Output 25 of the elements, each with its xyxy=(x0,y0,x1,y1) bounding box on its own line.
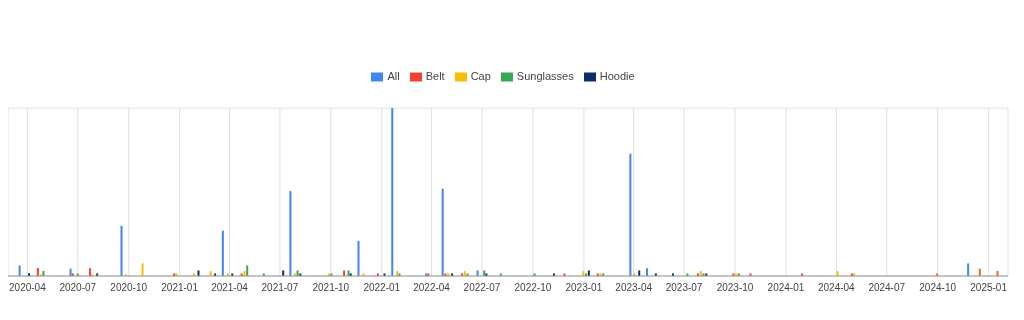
x-tick-label: 2025-01 xyxy=(970,282,1008,294)
legend-label: Sunglasses xyxy=(516,70,574,82)
x-tick-label: 2020-10 xyxy=(110,282,148,294)
x-tick-label: 2022-01 xyxy=(363,282,401,294)
x-tick-label: 2021-04 xyxy=(211,282,249,294)
legend-label: All xyxy=(387,70,400,82)
x-tick-label: 2023-01 xyxy=(565,282,603,294)
legend-label: Cap xyxy=(470,70,491,82)
x-tick-label: 2022-07 xyxy=(463,282,501,294)
x-tick-label: 2023-10 xyxy=(716,282,754,294)
x-tick-label: 2024-07 xyxy=(868,282,906,294)
x-tick-label: 2023-04 xyxy=(615,282,653,294)
legend-label: Hoodie xyxy=(599,70,635,82)
x-tick-label: 2023-07 xyxy=(665,282,703,294)
x-tick-label: 2021-10 xyxy=(312,282,350,294)
x-tick-label: 2024-04 xyxy=(818,282,856,294)
x-tick-label: 2021-07 xyxy=(261,282,299,294)
x-tick-label: 2022-10 xyxy=(514,282,552,294)
x-tick-label: 2022-04 xyxy=(413,282,451,294)
x-tick-label: 2021-01 xyxy=(161,282,199,294)
x-tick-label: 2020-07 xyxy=(59,282,97,294)
x-tick-label: 2024-10 xyxy=(919,282,957,294)
x-tick-label: 2020-04 xyxy=(9,282,47,294)
x-tick-label: 2024-01 xyxy=(767,282,805,294)
legend-label: Belt xyxy=(425,70,445,82)
